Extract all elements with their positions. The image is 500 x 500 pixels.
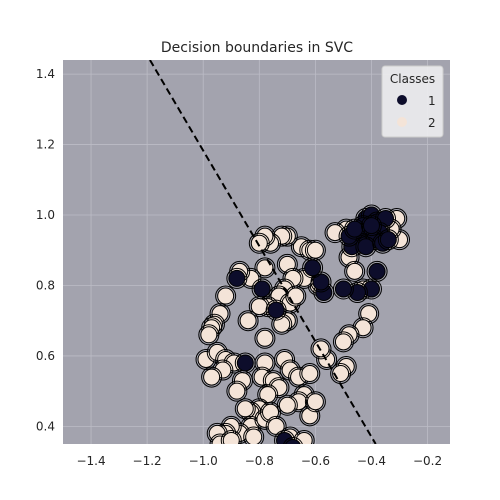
y-tick-label: 1.0 [36,208,55,222]
data-point-class-2 [311,339,331,359]
data-point-class-2 [300,364,320,384]
data-point-class-2 [235,399,255,419]
data-point-class-1-dot [229,270,245,286]
x-tick-label: −1.0 [189,454,218,468]
legend-marker-class-1 [397,95,407,105]
data-point-class-2-dot [335,334,351,350]
data-point-class-1 [252,279,272,299]
data-point-class-2 [244,427,264,447]
data-point-class-1 [361,216,381,236]
data-point-class-2-dot [204,369,220,385]
x-tick-label: −1.2 [133,454,162,468]
x-tick-label: −0.2 [413,454,442,468]
data-point-class-1 [266,300,286,320]
x-tick-label: −0.8 [245,454,274,468]
data-point-class-1-dot [254,281,270,297]
data-point-class-2-dot [307,394,323,410]
data-point-class-2-dot [237,401,253,417]
y-tick-label: 0.8 [36,278,55,292]
data-point-class-1-dot [349,285,365,301]
data-point-class-1 [235,353,255,373]
data-point-class-2 [345,261,365,281]
data-point-class-2 [305,392,325,412]
x-tick-label: −0.6 [301,454,330,468]
x-tick-label: −0.4 [357,454,386,468]
data-point-class-2 [202,367,222,387]
data-point-class-2-dot [327,225,343,241]
legend-label-class-1: 1 [428,94,436,108]
data-point-class-1-dot [363,281,379,297]
data-point-class-2-dot [355,320,371,336]
data-point-class-1-dot [285,440,301,456]
data-point-class-2-dot [246,429,262,445]
data-point-class-2 [216,286,236,306]
data-point-class-1-dot [335,281,351,297]
data-point-class-1-dot [363,218,379,234]
data-point-class-1 [367,261,387,281]
data-point-class-2-dot [257,355,273,371]
data-point-class-2-dot [279,397,295,413]
data-point-class-1-dot [305,260,321,276]
data-point-class-1 [227,268,247,288]
data-point-class-2 [255,328,275,348]
data-point-class-2 [221,430,241,450]
data-point-class-1 [333,279,353,299]
data-point-class-1-dot [380,232,396,248]
data-point-class-1-dot [237,355,253,371]
data-point-class-2 [249,233,269,253]
data-point-class-2-dot [218,288,234,304]
y-tick-label: 0.6 [36,349,55,363]
data-point-class-1 [303,258,323,278]
data-point-class-2 [333,332,353,352]
legend-marker-class-2 [397,117,407,127]
data-point-class-2 [227,381,247,401]
data-point-class-1-dot [268,302,284,318]
y-tick-label: 1.2 [36,138,55,152]
data-point-class-2 [286,286,306,306]
data-point-class-2-dot [296,432,312,448]
x-tick-label: −1.4 [76,454,105,468]
legend-title: Classes [390,72,435,86]
data-point-class-2-dot [251,235,267,251]
data-point-class-2 [199,325,219,345]
y-axis-ticks: 0.4 0.6 0.8 1.0 1.2 1.4 [36,67,55,433]
data-point-class-2 [238,311,258,331]
x-axis-ticks: −1.4 −1.2 −1.0 −0.8 −0.6 −0.4 −0.2 [76,454,442,468]
data-point-class-1 [378,230,398,250]
data-point-class-2-dot [229,383,245,399]
data-point-class-2-dot [302,366,318,382]
data-point-class-1-dot [313,274,329,290]
data-point-class-1-dot [358,239,374,255]
data-point-class-2-dot [288,288,304,304]
legend-label-class-2: 2 [428,116,436,130]
data-point-class-1-dot [347,221,363,237]
data-point-class-2-dot [307,242,323,258]
data-point-class-2-dot [257,330,273,346]
chart-title: Decision boundaries in SVC [161,40,353,56]
data-point-class-2-dot [240,313,256,329]
data-point-class-2-dot [260,387,276,403]
legend: Classes 1 2 [382,66,443,137]
y-tick-label: 1.4 [36,67,55,81]
data-point-class-2-dot [201,327,217,343]
data-point-class-2-dot [223,432,239,448]
data-point-class-2-dot [313,341,329,357]
data-point-class-1-dot [369,263,385,279]
data-point-class-2-dot [347,263,363,279]
y-tick-label: 0.4 [36,419,55,433]
data-point-class-2 [305,240,325,260]
